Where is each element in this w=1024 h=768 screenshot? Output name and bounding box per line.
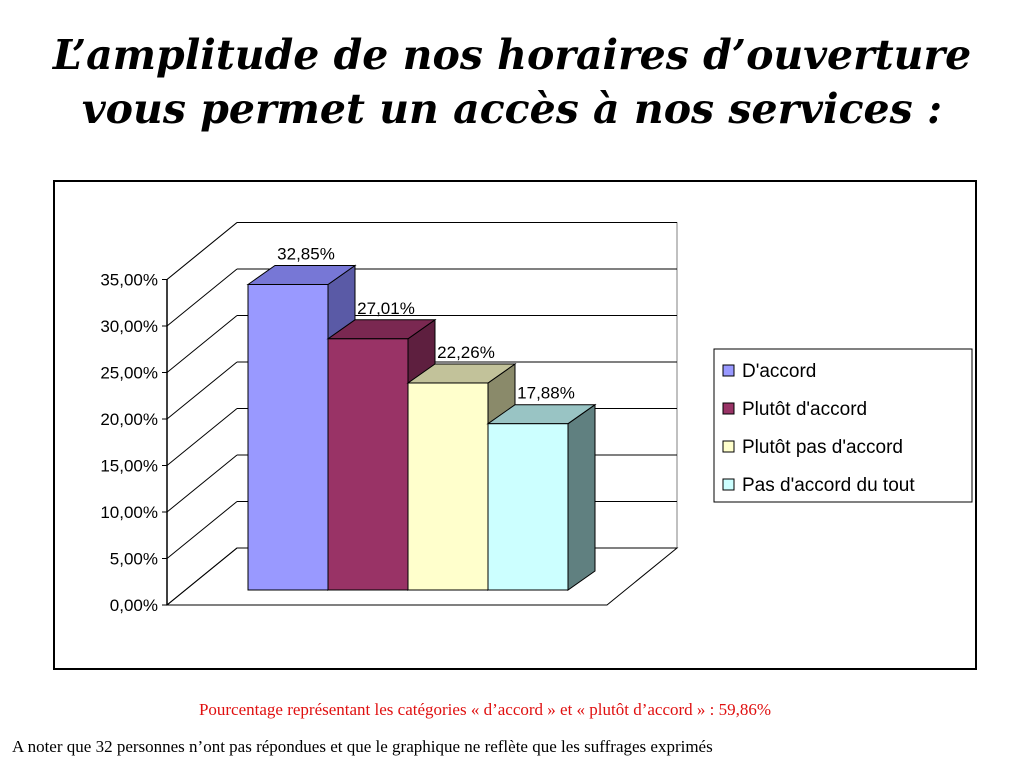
legend-entry: Plutôt d'accord: [742, 399, 867, 420]
bar: [327, 338, 409, 591]
bar: [487, 423, 569, 591]
gridline-side-5: [166, 315, 238, 373]
gridline-side-7: [166, 222, 238, 280]
summary-note: Pourcentage représentant les catégories …: [198, 700, 772, 719]
data-label: 32,85%: [277, 244, 335, 263]
data-label: 17,88%: [517, 384, 575, 403]
footnote: A noter que 32 personnes n’ont pas répon…: [12, 737, 713, 756]
gridline-side-0: [166, 547, 238, 606]
data-label: 27,01%: [357, 299, 415, 318]
legend-swatch: [722, 478, 735, 491]
data-label: 22,26%: [437, 343, 495, 362]
legend-entry: Pas d'accord du tout: [742, 475, 915, 496]
y-tick-label: 30,00%: [100, 317, 158, 336]
bar-chart: 0,00% 5,00% 10,00% 15,00% 20,00% 25,00% 30,00%…: [100, 222, 973, 615]
legend-entry: Plutôt pas d'accord: [742, 437, 903, 458]
legend-swatch: [722, 440, 735, 453]
y-tick-label: 5,00%: [110, 550, 158, 569]
legend-swatch: [722, 402, 735, 415]
gridline-side-4: [166, 361, 238, 420]
y-tick-label: 15,00%: [100, 457, 158, 476]
y-tick-label: 25,00%: [100, 364, 158, 383]
gridline-side-1: [166, 501, 238, 559]
y-tick-label: 35,00%: [100, 271, 158, 290]
bar: [247, 283, 329, 591]
slide-title: L’amplitude de nos horaires d’ouverture …: [0, 28, 1024, 136]
gridline-side-2: [166, 454, 238, 513]
chart-frame: 0,00% 5,00% 10,00% 15,00% 20,00% 25,00% 30,00%…: [53, 180, 977, 670]
y-tick-label: 20,00%: [100, 410, 158, 429]
legend-swatch: [722, 364, 735, 377]
legend-entry: D'accord: [742, 361, 816, 382]
legend: [713, 348, 973, 503]
gridline-side-3: [166, 408, 238, 466]
title-line-2: vous permet un accès à nos services :: [81, 85, 943, 133]
bar-side: [567, 403, 596, 591]
y-tick-label: 0,00%: [110, 596, 158, 615]
y-tick-label: 10,00%: [100, 503, 158, 522]
title-line-1: L’amplitude de nos horaires d’ouverture: [52, 31, 972, 79]
bar: [407, 382, 489, 591]
gridline-side-6: [166, 268, 238, 327]
